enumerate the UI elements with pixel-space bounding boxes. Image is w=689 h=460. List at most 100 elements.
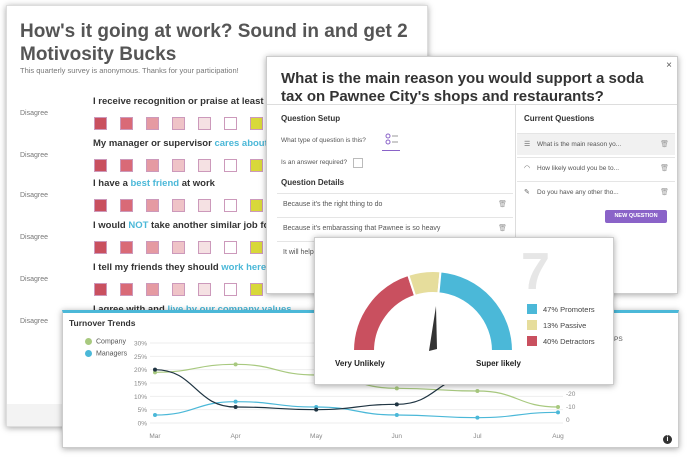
rating-option[interactable] (172, 159, 185, 172)
rating-option[interactable] (146, 241, 159, 254)
legend-managers: Managers (85, 350, 127, 357)
rating-option[interactable] (198, 241, 211, 254)
trash-icon[interactable]: 🗑 (660, 165, 669, 172)
trash-icon[interactable]: 🗑 (498, 225, 507, 232)
new-question-button[interactable]: NEW QUESTION (605, 210, 667, 223)
rating-scale (94, 159, 263, 172)
rating-option[interactable] (146, 159, 159, 172)
legend-detractors: 40% Detractors (527, 336, 595, 346)
current-question-item[interactable]: ☰ What is the main reason yo... 🗑 (517, 133, 675, 155)
question-details-heading: Question Details (281, 178, 345, 187)
answer-option[interactable]: Because it's embarassing that Pawnee is … (277, 217, 513, 239)
gauge-icon: ◠ (524, 165, 531, 172)
survey-question-text: My manager or supervisor cares about me … (93, 138, 293, 149)
legend-label: 40% Detractors (543, 336, 595, 346)
rating-option[interactable] (172, 117, 185, 130)
rating-option[interactable] (198, 159, 211, 172)
current-question-label: Do you have any other tho... (537, 189, 619, 196)
legend-label: 47% Promoters (543, 304, 595, 314)
answer-option-text: Because it's the right thing to do (283, 201, 383, 208)
rating-option[interactable] (250, 117, 263, 130)
data-point (233, 399, 238, 404)
trash-icon[interactable]: 🗑 (498, 201, 507, 208)
survey-subtitle: This quarterly survey is anonymous. Than… (20, 66, 239, 75)
trash-icon[interactable]: 🗑 (660, 189, 669, 196)
rating-option[interactable] (250, 159, 263, 172)
legend-swatch (527, 304, 537, 314)
x-tick-label: May (310, 433, 323, 440)
nps-gauge-card: 7 Very Unlikely Super likely 47% Promote… (314, 237, 614, 385)
rating-option[interactable] (120, 199, 133, 212)
rating-option[interactable] (172, 199, 185, 212)
rating-option[interactable] (94, 117, 107, 130)
data-point (475, 389, 480, 393)
rating-option[interactable] (250, 241, 263, 254)
rating-option[interactable] (120, 159, 133, 172)
answer-option-text: It will help (283, 249, 314, 256)
rating-option[interactable] (120, 283, 133, 296)
current-question-label: What is the main reason yo... (537, 141, 622, 148)
rating-option[interactable] (94, 199, 107, 212)
list-icon: ☰ (524, 141, 531, 148)
rating-option[interactable] (172, 283, 185, 296)
current-question-item[interactable]: ✎ Do you have any other tho... 🗑 (517, 181, 675, 203)
x-tick-label: Jul (473, 433, 482, 440)
gauge-needle (429, 306, 437, 351)
info-icon[interactable]: i (663, 435, 672, 444)
rating-scale (94, 241, 263, 254)
rating-option[interactable] (146, 199, 159, 212)
survey-question-text: I agree with and live by our company val… (93, 304, 292, 315)
rating-option[interactable] (94, 283, 107, 296)
data-point (394, 386, 399, 391)
rating-option[interactable] (146, 283, 159, 296)
rating-option[interactable] (120, 117, 133, 130)
data-point (475, 415, 480, 420)
rating-option[interactable] (94, 241, 107, 254)
rating-option[interactable] (250, 283, 263, 296)
rating-option[interactable] (250, 199, 263, 212)
answer-option-text: Because it's embarassing that Pawnee is … (283, 225, 441, 232)
rating-option[interactable] (146, 117, 159, 130)
rating-option[interactable] (198, 283, 211, 296)
rating-option[interactable] (172, 241, 185, 254)
question-type-label: What type of question is this? (281, 137, 366, 144)
rating-option[interactable] (224, 241, 237, 254)
multiple-choice-icon[interactable] (385, 133, 399, 147)
trash-icon[interactable]: 🗑 (660, 141, 669, 148)
data-point (153, 413, 157, 417)
question-type-selected-indicator (382, 150, 400, 151)
gauge-segment (407, 270, 442, 298)
legend-swatch (527, 320, 537, 330)
rating-option[interactable] (120, 241, 133, 254)
y-tick-label: 5% (138, 407, 148, 414)
data-point (233, 405, 238, 409)
rating-option[interactable] (224, 117, 237, 130)
scale-low-label: Disagree (20, 152, 49, 159)
rating-option[interactable] (224, 283, 237, 296)
series-line (154, 401, 559, 419)
legend-label: 13% Passive (543, 320, 587, 330)
rating-option[interactable] (224, 159, 237, 172)
rating-scale (94, 117, 263, 130)
gauge-segment (351, 273, 417, 352)
answer-option[interactable]: Because it's the right thing to do 🗑 (277, 193, 513, 215)
nps-gauge (351, 270, 515, 352)
legend-swatch (527, 336, 537, 346)
chart-title: Turnover Trends (69, 318, 136, 328)
rating-option[interactable] (224, 199, 237, 212)
y-tick-label: 30% (134, 341, 147, 348)
current-question-item[interactable]: ◠ How likely would you be to... 🗑 (517, 157, 675, 179)
rating-option[interactable] (94, 159, 107, 172)
survey-title: How's it going at work? Sound in and get… (20, 21, 408, 65)
scale-low-label: Disagree (20, 192, 49, 199)
rating-option[interactable] (198, 199, 211, 212)
data-point (394, 402, 399, 407)
gauge-left-label: Very Unlikely (335, 359, 385, 368)
rating-scale (94, 283, 263, 296)
close-icon[interactable]: × (666, 60, 672, 71)
required-checkbox[interactable] (353, 158, 363, 168)
rating-option[interactable] (198, 117, 211, 130)
survey-question-text: I tell my friends they should work here (93, 262, 267, 273)
nps-score: 7 (521, 243, 550, 301)
y-tick-label: 10% (134, 394, 147, 401)
